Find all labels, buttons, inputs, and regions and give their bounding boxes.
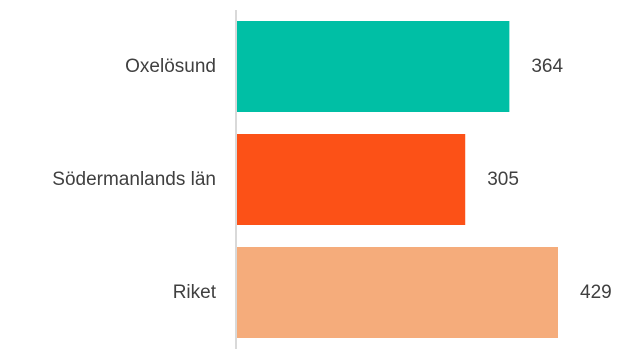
data-label-2: 429 — [580, 282, 612, 303]
category-label-0: Oxelösund — [125, 56, 216, 77]
labels-layer: Oxelösund 364 Södermanlands län 305 Riket 429 — [52, 56, 611, 303]
bar-0 — [237, 21, 510, 112]
bar-1 — [237, 134, 466, 225]
category-label-1: Södermanlands län — [52, 169, 216, 190]
bars-layer — [237, 21, 558, 338]
data-label-0: 364 — [531, 56, 563, 77]
bar-2 — [237, 247, 558, 338]
category-label-2: Riket — [173, 282, 217, 303]
data-label-1: 305 — [487, 169, 519, 190]
